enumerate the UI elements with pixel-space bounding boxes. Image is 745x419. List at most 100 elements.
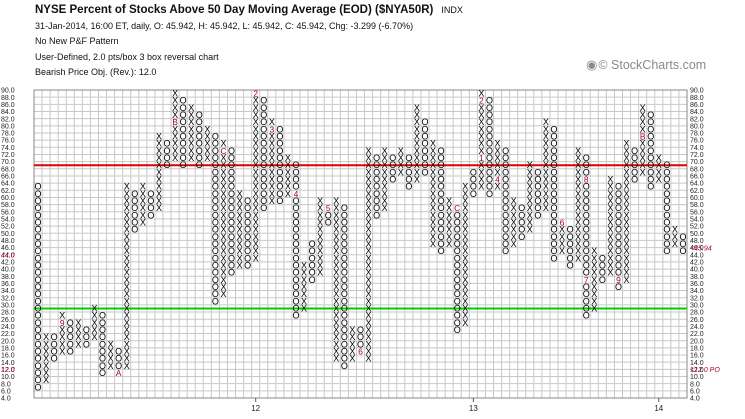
x-box: X [462,275,468,285]
x-box: X [559,239,565,249]
y-tick-left: 28.0 [1,310,15,317]
x-box: X [543,182,549,192]
x-box: X [575,210,581,220]
x-box: X [656,167,662,177]
month-marker: 6 [358,346,363,356]
x-box: X [495,153,501,163]
x-box: X [253,110,259,120]
x-box: X [430,153,436,163]
y-tick-left: 34.0 [1,288,15,295]
o-box: O [35,275,42,285]
x-box: X [511,218,517,228]
x-box: X [156,175,162,185]
x-box: X [366,296,372,306]
o-box: O [83,332,90,342]
x-box: X [446,203,452,213]
x-box: X [220,260,226,270]
month-marker: 9 [616,275,621,285]
x-box: X [253,175,259,185]
quote-line: 31-Jan-2014, 16:00 ET, daily, O: 45.942,… [35,21,414,31]
x-box: X [43,368,49,378]
x-box: X [301,289,307,299]
x-box: X [366,239,372,249]
x-box: X [220,289,226,299]
o-box: O [212,218,219,228]
x-box: X [398,167,404,177]
x-box: X [575,218,581,228]
o-box: O [180,96,187,106]
o-box: O [83,339,90,349]
x-box: X [156,139,162,149]
o-box: O [550,124,557,134]
o-box: O [276,160,283,170]
o-box: O [196,146,203,156]
x-box: X [495,182,501,192]
x-box: X [575,189,581,199]
x-box: X [253,153,259,163]
x-box: X [414,153,420,163]
o-box: O [196,139,203,149]
o-box: O [373,196,380,206]
y-tick-right: 78.0 [690,131,704,138]
o-box: O [309,275,316,285]
o-box: O [550,246,557,256]
o-box: O [131,218,138,228]
y-tick-right: 36.0 [690,281,704,288]
x-box: X [543,167,549,177]
x-box: X [591,253,597,263]
x-box: X [220,203,226,213]
x-box: X [511,210,517,220]
x-box: X [656,175,662,185]
o-box: O [486,160,493,170]
o-box: O [373,160,380,170]
o-box: O [180,117,187,127]
o-box: O [583,303,590,313]
x-box: X [382,196,388,206]
x-box: X [543,117,549,127]
o-box: O [583,196,590,206]
o-box: O [292,182,299,192]
x-box: X [124,239,130,249]
x-box: X [640,110,646,120]
x-box: X [253,132,259,142]
x-box: X [220,160,226,170]
x-box: X [220,239,226,249]
x-box: X [511,232,517,242]
x-box: X [462,239,468,249]
y-tick-right: 82.0 [690,116,704,123]
o-box: O [341,225,348,235]
x-box: X [349,339,355,349]
x-box: X [575,182,581,192]
o-box: O [212,132,219,142]
x-box: X [124,289,130,299]
o-box: O [631,153,638,163]
y-tick-left: 72.0 [1,152,15,159]
x-box: X [527,175,533,185]
o-box: O [421,167,428,177]
y-tick-right: 24.0 [690,324,704,331]
o-box: O [550,132,557,142]
o-box: O [438,182,445,192]
o-box: O [518,218,525,228]
o-box: O [212,189,219,199]
y-tick-right: 32.0 [690,295,704,302]
o-box: O [454,210,461,220]
x-box: X [253,253,259,263]
x-box: X [640,160,646,170]
x-box: X [269,196,275,206]
month-marker: C [220,146,226,156]
y-tick-left: 88.0 [1,95,15,102]
o-box: O [663,218,670,228]
o-box: O [438,218,445,228]
x-box: X [140,182,146,192]
o-box: O [131,196,138,206]
y-tick-right: 8.0 [690,381,700,388]
month-marker: A [116,368,122,378]
o-box: O [663,175,670,185]
x-box: X [333,239,339,249]
o-box: O [260,103,267,113]
y-tick-left: 14.0 [1,360,15,367]
y-tick-right: 4.0 [690,396,700,403]
chart-title: NYSE Percent of Stocks Above 50 Day Movi… [35,4,463,16]
x-box: X [366,275,372,285]
